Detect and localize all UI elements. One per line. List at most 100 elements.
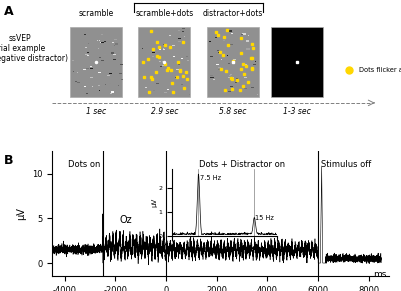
Bar [255,61,256,62]
Bar [104,41,105,42]
Text: Stimulus off: Stimulus off [320,160,371,169]
Bar [213,79,215,80]
Bar [166,51,167,52]
Bar [182,28,185,29]
Bar [164,92,167,93]
Bar [244,63,247,65]
Bar [209,58,210,59]
Bar [105,84,106,85]
Bar [159,33,160,34]
Bar [90,66,92,67]
Bar [181,58,183,59]
Text: scramble: scramble [79,9,114,18]
Bar [189,94,190,95]
Bar [246,48,250,50]
Bar [162,61,165,62]
Text: 15 Hz: 15 Hz [255,216,274,221]
Bar [180,40,182,41]
Text: distractor+dots: distractor+dots [203,9,263,18]
Bar [141,86,144,87]
Text: Dots + Distractor on: Dots + Distractor on [199,160,285,169]
Bar [160,77,162,78]
Bar [218,52,220,53]
Bar [180,69,182,70]
Bar [109,73,112,74]
Bar [85,47,87,48]
Bar [117,85,119,86]
Bar [235,82,237,83]
Bar [83,69,86,70]
Bar [246,40,249,42]
Bar [85,86,86,87]
Bar [159,38,161,39]
Bar [87,55,89,56]
Y-axis label: μV: μV [16,207,26,220]
Bar [257,94,258,95]
Bar [91,86,93,87]
Bar [225,89,227,91]
Bar [160,66,162,67]
Bar [138,27,190,97]
Bar [162,65,164,66]
Bar [178,64,180,65]
Text: B: B [4,154,14,167]
Bar [121,79,123,80]
Bar [173,62,174,63]
Bar [91,77,93,78]
Text: ms: ms [373,270,387,279]
Bar [95,55,96,56]
Bar [98,85,100,86]
Bar [86,93,88,94]
Bar [187,60,189,61]
Text: ssVEP
Trial example
(e.g. negative distractor): ssVEP Trial example (e.g. negative distr… [0,33,68,63]
Bar [73,71,74,72]
Bar [228,91,231,92]
Bar [250,49,252,50]
Bar [215,85,217,86]
Bar [231,77,234,78]
Bar [101,60,104,61]
Text: 1-3 sec: 1-3 sec [283,107,311,116]
Bar [228,63,230,64]
Bar [229,30,232,31]
Bar [169,35,171,36]
Bar [120,64,123,65]
Bar [120,65,122,66]
Bar [215,37,217,38]
Bar [186,56,188,57]
Bar [230,44,233,45]
Bar [241,34,243,35]
Text: 5.8 sec: 5.8 sec [219,107,246,116]
Bar [233,59,236,60]
Bar [176,69,179,70]
Bar [176,77,178,79]
Bar [253,64,256,65]
Bar [178,30,180,31]
Text: Dots flicker at 7.5 Hz: Dots flicker at 7.5 Hz [359,67,401,73]
Bar [70,27,122,97]
Bar [153,90,155,91]
Bar [99,59,100,60]
Bar [104,54,106,55]
Bar [159,61,161,62]
Text: Oz: Oz [119,215,132,225]
Bar [158,52,160,53]
Bar [113,45,115,46]
Bar [210,75,213,76]
Bar [244,77,247,78]
Bar [187,80,189,81]
Text: A: A [4,5,14,17]
Bar [178,41,180,42]
Bar [113,54,116,56]
Bar [77,72,78,73]
Bar [180,84,183,85]
Bar [221,59,223,60]
Bar [228,77,229,78]
Bar [101,34,103,35]
Bar [89,57,90,58]
Bar [163,44,165,45]
Bar [167,89,169,90]
Bar [239,91,241,92]
Bar [77,82,80,84]
Y-axis label: μV: μV [151,198,157,207]
